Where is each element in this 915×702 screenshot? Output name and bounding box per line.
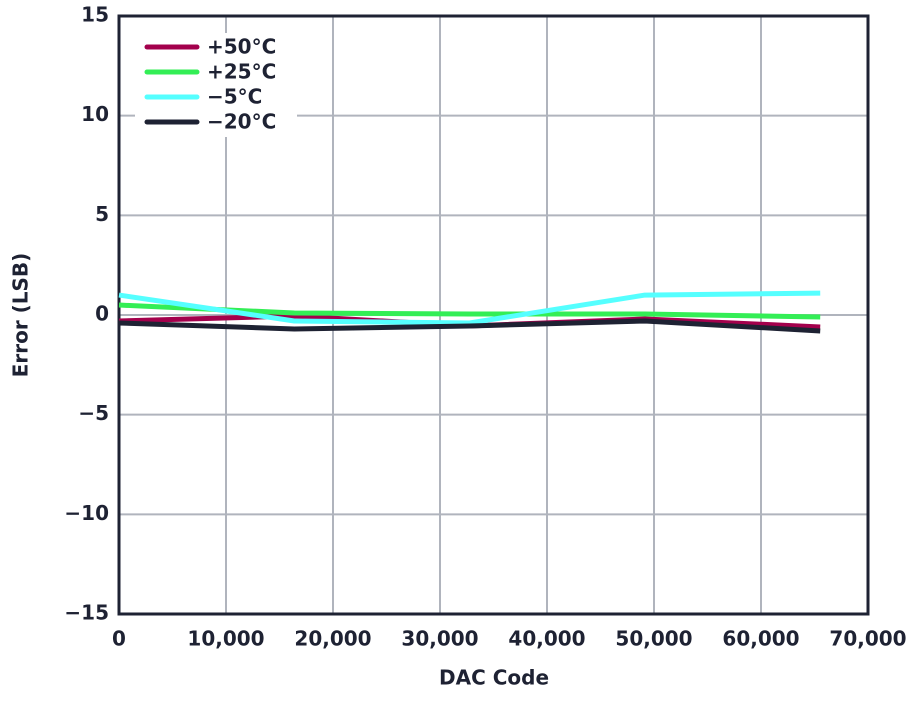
y-tick-label: −5 — [78, 401, 109, 425]
data-line — [118, 318, 821, 334]
legend: +50°C+25°C−5°C−20°C — [135, 33, 297, 137]
x-tick-label: 60,000 — [722, 627, 799, 651]
plot-frame — [117, 14, 870, 616]
x-tick-label: 10,000 — [187, 627, 264, 651]
legend-label: +25°C — [207, 60, 276, 84]
data-line — [118, 290, 821, 326]
x-tick-label: 30,000 — [401, 627, 478, 651]
x-tick-label: 0 — [112, 627, 126, 651]
x-tick-label: 20,000 — [294, 627, 371, 651]
y-tick-label: 0 — [95, 302, 109, 326]
y-tick-label: −10 — [64, 501, 109, 525]
x-tick-label: 40,000 — [508, 627, 585, 651]
legend-label: −20°C — [207, 110, 276, 134]
x-axis-title: DAC Code — [439, 666, 549, 690]
y-tick-label: 10 — [81, 102, 109, 126]
x-tick-label: 50,000 — [615, 627, 692, 651]
y-axis-title: Error (LSB) — [9, 253, 33, 378]
y-tick-label: −15 — [64, 601, 109, 625]
y-tick-label: 15 — [81, 3, 109, 27]
y-tick-label: 5 — [95, 202, 109, 226]
legend-label: −5°C — [207, 85, 262, 109]
x-tick-label: 70,000 — [829, 627, 906, 651]
legend-label: +50°C — [207, 35, 276, 59]
